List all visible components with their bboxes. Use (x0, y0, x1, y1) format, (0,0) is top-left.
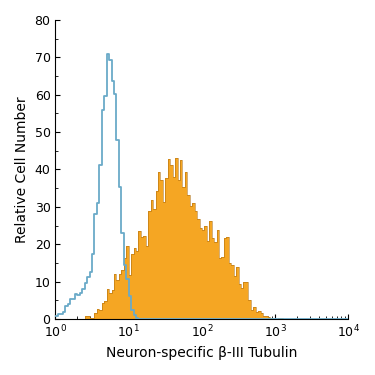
X-axis label: Neuron-specific β-III Tubulin: Neuron-specific β-III Tubulin (106, 346, 298, 360)
Y-axis label: Relative Cell Number: Relative Cell Number (15, 96, 29, 243)
